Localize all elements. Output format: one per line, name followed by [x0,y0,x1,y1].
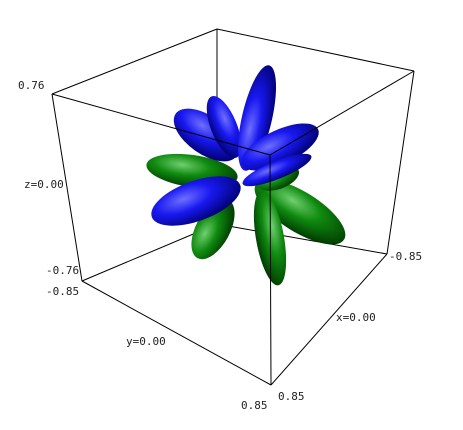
box-edge [51,28,218,95]
z-max-label: 0.76 [18,79,45,92]
box-edge [51,93,271,156]
z-min-label: -0.76 [46,264,79,277]
y-min-label: -0.85 [46,285,79,298]
blue-lobe [242,153,312,187]
surface-lobes [146,65,346,286]
box-edge [269,154,272,386]
z-mid-label: z=0.00 [24,178,64,191]
x-max-label: 0.85 [278,390,305,403]
tick-labels: 0.76 z=0.00 -0.76 -0.85 y=0.00 0.85 0.85… [18,79,422,412]
box-edge [216,223,388,255]
green-lobe [254,179,346,245]
box-edge [270,253,388,386]
y-max-label: 0.85 [241,399,268,412]
box-edge [81,280,272,386]
box-edge [216,28,415,72]
blue-lobe [241,123,319,171]
blue-lobe [237,65,277,171]
bounding-box-front [51,70,415,386]
box-edge [51,93,83,282]
y-mid-label: y=0.00 [126,335,166,348]
x-mid-label: x=0.00 [336,311,376,324]
blue-lobe [206,96,242,158]
x-min-label: -0.85 [389,250,422,263]
green-lobe [191,198,235,260]
blue-lobe [151,176,241,226]
box-edge [386,70,415,255]
box-edge [269,70,415,156]
